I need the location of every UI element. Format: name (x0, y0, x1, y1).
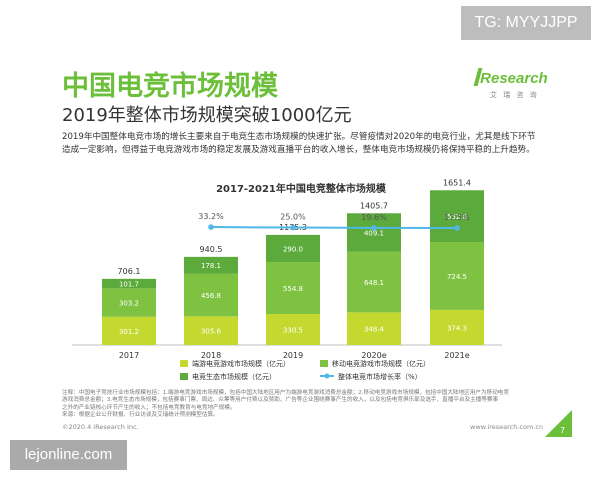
x-tick-label: 2019 (283, 351, 303, 360)
x-tick-label: 2020e (361, 351, 386, 360)
bar-segment (430, 242, 484, 310)
bar-total-label: 706.1 (118, 267, 141, 276)
x-tick-label: 2018 (201, 351, 221, 360)
page-title: 中国电竞市场规模 (62, 71, 278, 102)
bar-total-label: 1651.4 (443, 178, 471, 187)
bar-segment-label: 648.1 (364, 279, 384, 287)
bar-segment (347, 312, 401, 345)
bar-total-label: 1405.7 (360, 201, 388, 210)
bar-segment-label: 456.8 (201, 292, 221, 300)
market-size-chart: 2017-2021年中国电竞整体市场规模 301.2 303.2 101.7 706.… (72, 178, 502, 381)
legend-swatch (180, 360, 188, 367)
growth-rate-point (454, 225, 460, 231)
legend-label: 整体电竞市场增长率（%） (338, 372, 422, 381)
bar-segment (347, 251, 401, 313)
legend-label: 端游电竞游戏市场规模（亿元） (192, 359, 290, 368)
bar-segment (184, 256, 238, 274)
logo-text: iResearch (476, 70, 548, 87)
legend-swatch (320, 360, 328, 367)
growth-rate-label: 19.6% (361, 213, 387, 222)
footnote-source: 来源：根据企业公开财报、行业访谈及艾瑞统计预测模型估算。 (62, 412, 219, 419)
bar-segment-label: 554.8 (283, 285, 303, 293)
tg-badge: TG: MYYJJPP (461, 6, 591, 40)
bar-segment-label: 178.1 (201, 262, 221, 270)
x-tick-label: 2017 (119, 351, 139, 360)
x-tick-label: 2021e (444, 351, 469, 360)
bar-segment-label: 724.5 (447, 273, 467, 281)
website-link[interactable]: www.iresearch.com.cn (470, 423, 544, 431)
legend-line-marker (324, 373, 330, 379)
legend-label: 电竞生态市场规模（亿元） (192, 372, 276, 381)
bar-segment (430, 190, 484, 243)
bar-segment-label: 305.6 (201, 328, 222, 336)
chart-plot-area: 301.2 303.2 101.7 706.1 2017 305.6 456.8 178.1 9… (72, 178, 502, 360)
bar-segment-label: 101.7 (119, 281, 139, 289)
bar-segment (102, 278, 156, 289)
page-subtitle: 2019年整体市场规模突破1000亿元 (62, 105, 352, 126)
bar-segment-label: 303.2 (119, 300, 139, 308)
legend-label: 移动电竞游戏市场规模（亿元） (332, 359, 430, 368)
footnote: 注释：中国电子竞技行业市场规模包括：1.端游电竞游戏市场规模，包括中国大陆地区用… (62, 390, 540, 420)
bar-total-label: 940.5 (200, 245, 223, 254)
growth-rate-label: 17.5% (444, 213, 470, 222)
bar-segment (347, 213, 401, 252)
bar-segment (266, 234, 320, 263)
bar-segment-label: 552.6 (447, 213, 468, 221)
bar-segment (266, 314, 320, 345)
footnote-line: 之外的产业链核心环节产生的收入；不包括电竞教育与电竞地产规模。 (62, 404, 236, 411)
bar-segment-label: 409.1 (364, 229, 384, 237)
chart-legend: 端游电竞游戏市场规模（亿元） 移动电竞游戏市场规模（亿元） 电竞生态市场规模（亿元）… (180, 359, 430, 381)
bar-segment-label: 290.0 (283, 245, 303, 253)
copyright-text: ©2020.4 iResearch Inc. (62, 423, 139, 431)
growth-rate-point (371, 225, 377, 231)
page-number: 7 (560, 426, 566, 435)
bar-segment-label: 374.3 (447, 324, 467, 332)
growth-rate-point (290, 224, 296, 231)
bar-segment-label: 301.2 (119, 328, 139, 336)
footnote-line: 游戏消费总金额；3.电竞生态市场规模，包括赛事门票、周边、众筹等用户付费以及赞助… (62, 397, 499, 404)
growth-rate-point (208, 224, 214, 230)
footnote-line: 注释：中国电子竞技行业市场规模包括：1.端游电竞游戏市场规模，包括中国大陆地区用… (62, 390, 509, 396)
bar-segment-label: 330.5 (283, 327, 303, 335)
chart-title: 2017-2021年中国电竞整体市场规模 (216, 182, 387, 195)
iresearch-logo: iResearch 艾 瑞 咨 询 (473, 66, 548, 104)
bar-segment-label: 348.4 (364, 326, 385, 334)
growth-rate-line (210, 226, 458, 229)
growth-rate-label: 33.2% (198, 212, 224, 221)
bar-segment (430, 309, 484, 345)
bar-segment (102, 316, 156, 345)
bar-segment (184, 316, 238, 345)
watermark: lejonline.com (10, 440, 127, 470)
bar-segment (266, 262, 320, 315)
intro-paragraph: 2019年中国整体电竞市场的增长主要来自于电竞生态市场规模的快速扩张。尽管疫情对… (62, 132, 536, 155)
logo-chinese-text: 艾 瑞 咨 询 (490, 91, 539, 99)
bar-segment (102, 288, 156, 317)
legend-swatch (180, 373, 188, 380)
page-corner-decoration (545, 410, 572, 437)
bar-segment (184, 273, 238, 317)
growth-rate-label: 25.0% (280, 213, 306, 222)
